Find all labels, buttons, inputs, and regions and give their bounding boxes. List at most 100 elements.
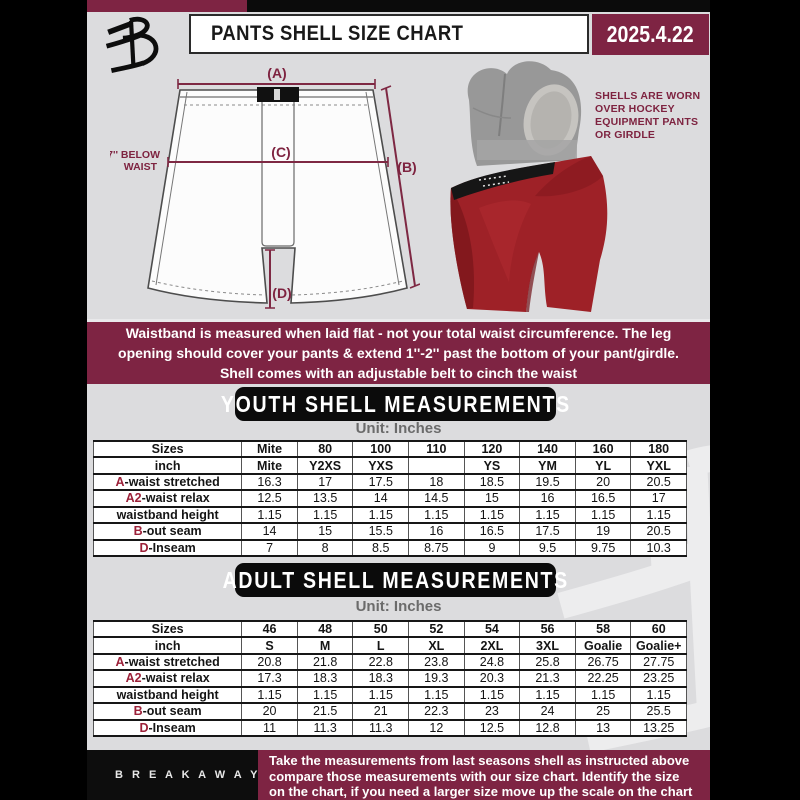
row-label: D-Inseam <box>92 718 243 738</box>
table-row: D-Inseam 7 8 8.5 8.75 9 9.5 9.75 10.3 <box>92 538 687 558</box>
shells-note-line: OR GIRDLE <box>595 129 656 141</box>
section-title-youth: YOUTH SHELL MEASUREMENTS <box>220 387 569 421</box>
measurement-table: Sizes Mite 80 100 110 120 140 160 180 inch Mite Y2X… <box>92 439 687 558</box>
value-cell: 18.3 <box>352 669 410 688</box>
header-cell: 52 <box>408 619 465 639</box>
header-cell: 46 <box>241 619 298 639</box>
value-cell: 17.3 <box>241 669 298 688</box>
breakaway-wordmark: B R E A K A W A Y <box>115 769 261 781</box>
shells-note: SHELLS ARE WORN OVER HOCKEY EQUIPMENT PA… <box>595 90 710 142</box>
table-row: A2-waist relax 17.3 18.3 18.3 19.3 20.3 21.3 22… <box>92 669 687 688</box>
value-cell: 22.3 <box>408 702 465 721</box>
value-cell: 8.75 <box>408 538 465 558</box>
row-label: A-waist stretched <box>92 652 243 672</box>
value-cell: 19.3 <box>408 669 465 688</box>
adult-size-table: Sizes 46 48 50 52 54 56 58 60 inch S M L XL 2XL 3XL Goal… <box>92 619 687 738</box>
value-cell: 14 <box>352 489 410 508</box>
value-cell: 16.3 <box>241 472 298 492</box>
row-label: D-Inseam <box>92 538 243 558</box>
header-cell: 56 <box>519 619 576 639</box>
header-cell: YXS <box>352 456 410 475</box>
header-cell: 50 <box>352 619 410 639</box>
unit-label-youth: Unit: Inches <box>355 420 442 437</box>
value-cell: 14.5 <box>408 489 465 508</box>
value-cell: 1.15 <box>352 685 410 705</box>
value-cell: 21.8 <box>296 652 354 672</box>
header-cell: L <box>352 636 410 655</box>
header-cell: YM <box>519 456 576 475</box>
row-label: A-waist stretched <box>92 472 243 492</box>
value-cell: 16 <box>408 522 465 541</box>
header-cell: YXL <box>630 456 687 475</box>
value-cell: 15 <box>296 522 354 541</box>
header-cell: XL <box>408 636 465 655</box>
value-cell: 1.15 <box>408 505 465 525</box>
row-label: inch <box>92 636 243 655</box>
value-cell: 22.25 <box>574 669 632 688</box>
below-waist-note-2: WAIST <box>124 161 158 173</box>
notice-line: opening should cover your pants & extend… <box>118 345 679 361</box>
header-cell: M <box>296 636 354 655</box>
value-cell: 17.5 <box>519 522 576 541</box>
value-cell: 9.75 <box>574 538 632 558</box>
value-cell: 19.5 <box>519 472 576 492</box>
row-label: Sizes <box>92 439 243 459</box>
value-cell: 1.15 <box>574 505 632 525</box>
header-cell: 60 <box>630 619 687 639</box>
value-cell: 1.15 <box>630 685 687 705</box>
table-row: A-waist stretched 20.8 21.8 22.8 23.8 24.8 25.… <box>92 652 687 672</box>
header-cell: 2XL <box>463 636 521 655</box>
header-cell: YS <box>463 456 521 475</box>
header-cell: 80 <box>296 439 354 459</box>
value-cell: 22.8 <box>352 652 410 672</box>
header-cell: 110 <box>408 439 465 459</box>
value-cell: 21.5 <box>296 702 354 721</box>
header-cell: 140 <box>519 439 576 459</box>
row-label: inch <box>92 456 243 475</box>
value-cell: 1.15 <box>463 505 521 525</box>
notice-line: Waistband is measured when laid flat - n… <box>125 325 672 341</box>
value-cell: 16 <box>519 489 576 508</box>
dimension-label-c: (C) <box>271 144 290 160</box>
table-row: A2-waist relax 12.5 13.5 14 14.5 15 16 16.5 17 <box>92 489 687 508</box>
value-cell: 20 <box>574 472 632 492</box>
value-cell: 20.8 <box>241 652 298 672</box>
header-cell: Goalie+ <box>630 636 687 655</box>
date-text: 2025.4.22 <box>607 21 694 47</box>
value-cell: 1.15 <box>408 685 465 705</box>
shells-note-line: SHELLS ARE WORN <box>595 90 701 102</box>
header-cell: 160 <box>574 439 632 459</box>
value-cell: 14 <box>241 522 298 541</box>
value-cell: 26.75 <box>574 652 632 672</box>
shell-waistband <box>451 162 555 200</box>
header-cell: 100 <box>352 439 410 459</box>
value-cell: 21 <box>352 702 410 721</box>
row-label: Sizes <box>92 619 243 639</box>
top-accent-bar <box>87 0 710 12</box>
value-cell: 1.15 <box>574 685 632 705</box>
value-cell: 17 <box>630 489 687 508</box>
value-cell: 12.5 <box>241 489 298 508</box>
header-cell: Y2XS <box>296 456 354 475</box>
dimension-label-d: (D) <box>272 285 291 301</box>
value-cell: 24 <box>519 702 576 721</box>
shorts-diagram: (A) (C) (B) (D) 7'' BELOW WAIST <box>110 65 420 309</box>
value-cell: 20.5 <box>630 472 687 492</box>
page-title: PANTS SHELL SIZE CHART <box>211 22 464 45</box>
value-cell: 12 <box>408 718 465 738</box>
value-cell: 8 <box>296 538 354 558</box>
value-cell: 1.15 <box>630 505 687 525</box>
footer-line: Take the measurements from last seasons … <box>269 753 690 768</box>
pants-photo <box>450 61 608 312</box>
value-cell: 18 <box>408 472 465 492</box>
value-cell: 11.3 <box>352 718 410 738</box>
value-cell: 17 <box>296 472 354 492</box>
header-cell: 180 <box>630 439 687 459</box>
row-label: A2-waist relax <box>92 669 243 688</box>
header-cell: Mite <box>241 439 298 459</box>
row-label: waistband height <box>92 505 243 525</box>
value-cell: 25 <box>574 702 632 721</box>
row-label: waistband height <box>92 685 243 705</box>
table-row: inch Mite Y2XS YXS YS YM YL YXL <box>92 456 687 475</box>
value-cell: 9.5 <box>519 538 576 558</box>
